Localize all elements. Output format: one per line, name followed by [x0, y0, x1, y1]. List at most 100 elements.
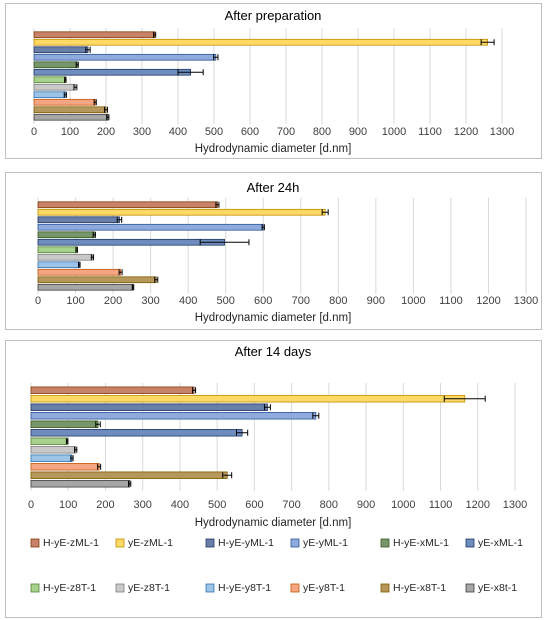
- legend-swatch: [115, 583, 125, 593]
- bar-yE-xML-1: [30, 429, 243, 437]
- x-axis-label: Hydrodynamic diameter [d.nm]: [195, 517, 352, 529]
- bar-yE-yML-1: [30, 412, 317, 420]
- x-tick-label: 700: [277, 126, 295, 138]
- x-tick-label: 1200: [454, 126, 478, 138]
- legend-label: yE-x8t-1: [478, 582, 517, 594]
- x-tick-label: 300: [134, 499, 152, 511]
- x-tick-label: 300: [141, 295, 159, 307]
- chart-title: After 24h: [247, 180, 300, 195]
- bar-H-yE-zML-1: [33, 31, 155, 39]
- x-tick-label: 600: [245, 499, 263, 511]
- x-tick-label: 0: [28, 499, 34, 511]
- x-tick-label: 800: [320, 499, 338, 511]
- bar-yE-y8T-1: [33, 98, 96, 106]
- x-tick-label: 1000: [391, 499, 415, 511]
- bar-H-yE-x8T-1: [37, 276, 157, 284]
- bar-yE-z8T-1: [33, 83, 76, 91]
- bar-H-yE-y8T-1: [33, 91, 66, 99]
- bar-H-yE-zML-1: [30, 386, 195, 394]
- legend-label: yE-z8T-1: [128, 582, 170, 594]
- bar-yE-z8T-1: [30, 446, 77, 454]
- x-tick-label: 700: [292, 295, 310, 307]
- x-tick-label: 200: [97, 126, 115, 138]
- chart-title: After preparation: [225, 8, 322, 23]
- x-tick-label: 600: [241, 126, 259, 138]
- bar-H-yE-yML-1: [33, 46, 89, 54]
- chart-svg-after-preparation: After preparation Hydrodynamic diameter …: [31, 8, 514, 155]
- bar-H-yE-yML-1: [30, 403, 268, 411]
- x-tick-label: 700: [282, 499, 300, 511]
- x-tick-label: 400: [169, 126, 187, 138]
- bar-yE-y8T-1: [37, 268, 121, 276]
- bar-yE-yML-1: [37, 223, 264, 231]
- legend-label: H-yE-zML-1: [43, 537, 99, 549]
- x-tick-label: 0: [35, 295, 41, 307]
- chart-svg-after-24h: After 24h Hydrodynamic diameter [d.nm] 0…: [35, 180, 538, 324]
- x-tick-label: 1300: [514, 295, 538, 307]
- bar-H-yE-x8T-1: [33, 106, 107, 114]
- bar-H-yE-x8T-1: [30, 471, 228, 479]
- bar-H-yE-xML-1: [37, 231, 95, 239]
- bar-yE-z8T-1: [37, 253, 93, 261]
- legend-label: yE-yML-1: [303, 537, 348, 549]
- bar-H-yE-y8T-1: [30, 454, 73, 462]
- x-tick-label: 500: [208, 499, 226, 511]
- bar-H-yE-xML-1: [33, 61, 78, 69]
- chart-panel-after-14-days: After 14 days Hydrodynamic diameter [d.n…: [5, 340, 542, 618]
- x-tick-label: 1300: [503, 499, 527, 511]
- x-tick-label: 200: [104, 295, 122, 307]
- x-tick-label: 100: [66, 295, 84, 307]
- bar-yE-x8t-1: [37, 283, 134, 291]
- chart-panel-after-24h: After 24h Hydrodynamic diameter [d.nm] 0…: [5, 172, 542, 330]
- bar-yE-x8t-1: [33, 113, 109, 121]
- legend-label: H-yE-y8T-1: [218, 582, 271, 594]
- legend-swatch: [205, 583, 215, 593]
- legend-label: H-yE-yML-1: [218, 537, 274, 549]
- x-tick-label: 1300: [490, 126, 514, 138]
- x-tick-label: 1200: [466, 499, 490, 511]
- x-axis-label: Hydrodynamic diameter [d.nm]: [195, 143, 352, 155]
- legend-label: H-yE-z8T-1: [43, 582, 96, 594]
- bar-yE-xML-1: [33, 68, 192, 76]
- x-tick-label: 400: [171, 499, 189, 511]
- x-tick-label: 1000: [382, 126, 406, 138]
- bar-yE-xML-1: [37, 238, 225, 246]
- chart-svg-after-14-days: After 14 days Hydrodynamic diameter [d.n…: [28, 344, 527, 594]
- chart-panel-after-preparation: After preparation Hydrodynamic diameter …: [5, 3, 542, 159]
- x-axis-label: Hydrodynamic diameter [d.nm]: [195, 312, 352, 324]
- x-tick-label: 1000: [401, 295, 425, 307]
- x-tick-label: 100: [61, 126, 79, 138]
- bar-yE-zML-1: [30, 395, 466, 403]
- x-tick-label: 1100: [429, 499, 453, 511]
- x-tick-label: 900: [367, 295, 385, 307]
- bar-H-yE-z8T-1: [37, 246, 78, 254]
- x-tick-label: 1100: [439, 295, 463, 307]
- x-tick-label: 900: [357, 499, 375, 511]
- legend-label: H-yE-xML-1: [393, 537, 449, 549]
- bar-H-yE-yML-1: [37, 216, 120, 224]
- bar-H-yE-y8T-1: [37, 261, 80, 269]
- legend-label: yE-y8T-1: [303, 582, 345, 594]
- bar-yE-zML-1: [33, 38, 489, 46]
- legend-label: H-yE-x8T-1: [393, 582, 446, 594]
- legend: H-yE-zML-1 yE-zML-1 H-yE-yML-1 yE-yML-1 H-yE…: [30, 537, 523, 594]
- bar-yE-zML-1: [37, 208, 326, 216]
- bar-yE-x8t-1: [30, 480, 131, 488]
- legend-swatch: [465, 583, 475, 593]
- legend-swatch: [205, 538, 215, 548]
- legend-swatch: [115, 538, 125, 548]
- x-tick-label: 500: [205, 126, 223, 138]
- legend-swatch: [30, 583, 40, 593]
- bar-H-yE-xML-1: [30, 420, 99, 428]
- bar-H-yE-z8T-1: [33, 76, 66, 84]
- legend-swatch: [290, 538, 300, 548]
- x-tick-label: 900: [349, 126, 367, 138]
- x-tick-label: 1100: [418, 126, 442, 138]
- legend-swatch: [30, 538, 40, 548]
- legend-label: yE-zML-1: [128, 537, 173, 549]
- x-tick-label: 0: [31, 126, 37, 138]
- x-tick-label: 1200: [476, 295, 500, 307]
- x-tick-label: 800: [313, 126, 331, 138]
- bar-yE-yML-1: [33, 53, 217, 61]
- x-tick-label: 500: [217, 295, 235, 307]
